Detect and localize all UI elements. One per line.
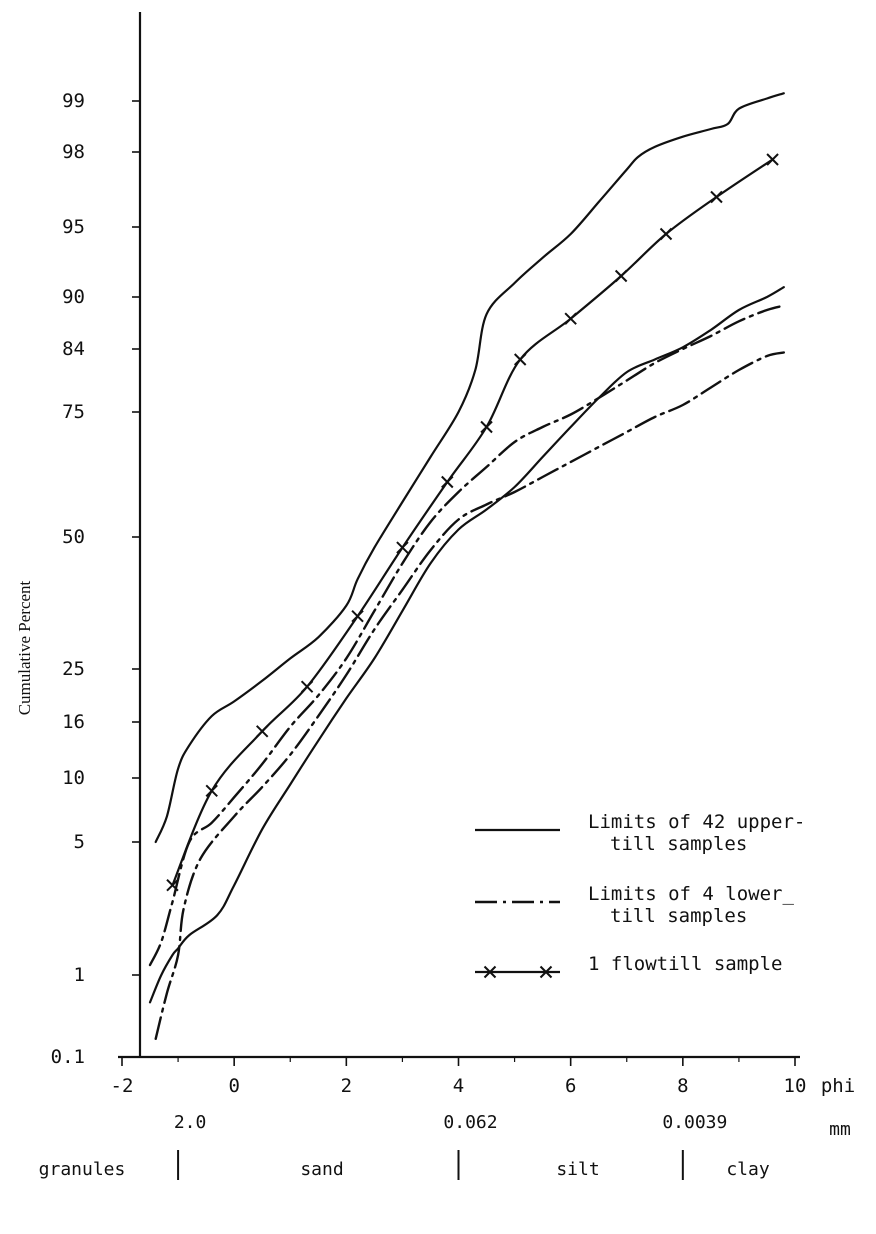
y-tick-label: 84 [62, 338, 85, 360]
series-line-upper-till-lower-limit [148, 286, 785, 1004]
series-line-upper-till-upper-limit [154, 92, 785, 844]
flowtill-data-point [710, 190, 723, 204]
flowtill-data-point [564, 312, 577, 325]
y-tick-label: 50 [62, 526, 85, 548]
legend-label: 1 flowtill sample [588, 953, 782, 975]
y-tick-label: 0.1 [51, 1046, 85, 1068]
y-tick-label: 10 [62, 767, 85, 789]
y-tick-label: 5 [74, 831, 85, 853]
series-line-lower-till-lower-limit [154, 351, 785, 1040]
y-tick-label: 90 [62, 286, 85, 308]
x-tick-label: 4 [453, 1075, 464, 1097]
x-tick-label: 8 [677, 1075, 688, 1097]
legend-swatch-marker [539, 965, 553, 979]
x-tick-label: 10 [784, 1075, 807, 1097]
x-tick-label: 2 [341, 1075, 352, 1097]
flowtill-data-point [396, 541, 409, 554]
legend-label: till samples [610, 833, 747, 855]
x-axis-label-phi: phi [821, 1075, 855, 1097]
y-axis-title: Cumulative Percent [15, 580, 34, 715]
flowtill-data-point [766, 153, 779, 166]
y-tick-label: 75 [62, 401, 85, 423]
labels-layer: 0.1 1 5 10 16 25 50 75 84 90 95 98 99 -2 0 2 4 6 8 10 phi mm C… [15, 90, 855, 1180]
y-tick-label: 25 [62, 658, 85, 680]
size-class-label: clay [726, 1159, 770, 1180]
series-layer [148, 92, 785, 1040]
legend-label: Limits of 4 lower_ [588, 883, 794, 905]
legend-item: 1 flowtill sample [475, 953, 782, 979]
flowtill-data-point [614, 269, 628, 283]
y-tick-label: 99 [62, 90, 85, 112]
x-tick-label: 6 [565, 1075, 576, 1097]
size-class-label: sand [300, 1159, 343, 1180]
legend-item: Limits of 4 lower_till samples [475, 883, 794, 927]
flowtill-data-point [513, 353, 527, 366]
legend-item: Limits of 42 upper-till samples [475, 811, 805, 855]
flowtill-data-point [166, 879, 179, 892]
y-tick-label: 16 [62, 711, 85, 733]
flowtill-data-point [256, 725, 269, 738]
x-axis-label-mm: mm [829, 1119, 851, 1140]
mm-tick-label: 0.062 [443, 1112, 497, 1133]
y-tick-label: 95 [62, 216, 85, 238]
mm-tick-label: 0.0039 [662, 1112, 727, 1133]
series-line-flowtill-sample [171, 158, 774, 887]
flowtill-data-point [480, 420, 493, 434]
size-class-label: silt [556, 1159, 599, 1180]
x-tick-label: 0 [228, 1075, 239, 1097]
flowtill-data-point [300, 680, 314, 693]
legend-label: Limits of 42 upper- [588, 811, 805, 833]
y-tick-label: 98 [62, 141, 85, 163]
flowtill-data-point [351, 609, 364, 623]
legend-label: till samples [610, 905, 747, 927]
size-class-label: granules [39, 1159, 126, 1180]
x-tick-label: -2 [111, 1075, 134, 1097]
axes-layer [118, 12, 800, 1180]
y-tick-label: 1 [74, 964, 85, 986]
mm-tick-label: 2.0 [174, 1112, 207, 1133]
series-line-lower-till-upper-limit [148, 304, 785, 967]
flowtill-data-point [659, 227, 673, 241]
flowtill-data-point [441, 475, 454, 489]
flowtill-data-point [205, 784, 218, 798]
legend-swatch-marker [483, 965, 497, 979]
